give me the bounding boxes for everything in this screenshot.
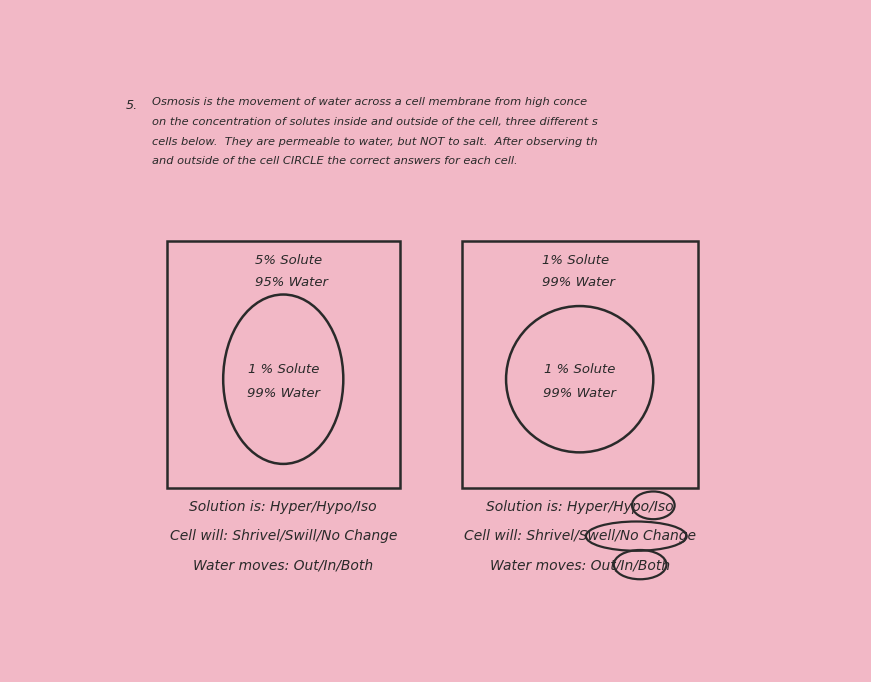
Text: and outside of the cell CIRCLE the correct answers for each cell.: and outside of the cell CIRCLE the corre… bbox=[152, 156, 517, 166]
Text: 99% Water: 99% Water bbox=[246, 387, 320, 400]
Text: Solution is: Hyper/Hypo/Iso: Solution is: Hyper/Hypo/Iso bbox=[486, 500, 673, 514]
Text: Cell will: Shrivel/Swell/No Change: Cell will: Shrivel/Swell/No Change bbox=[463, 529, 696, 543]
Text: Water moves: Out/In/Both: Water moves: Out/In/Both bbox=[490, 559, 670, 572]
Text: 1% Solute: 1% Solute bbox=[542, 254, 609, 267]
Text: 5% Solute: 5% Solute bbox=[255, 254, 322, 267]
Text: 1 % Solute: 1 % Solute bbox=[544, 363, 616, 376]
Text: Solution is: Hyper/Hypo/Iso: Solution is: Hyper/Hypo/Iso bbox=[189, 500, 377, 514]
Text: 95% Water: 95% Water bbox=[255, 276, 328, 289]
Text: 5.: 5. bbox=[126, 99, 138, 112]
Bar bbox=[462, 241, 698, 488]
Text: Osmosis is the movement of water across a cell membrane from high conce: Osmosis is the movement of water across … bbox=[152, 98, 587, 107]
Text: 99% Water: 99% Water bbox=[544, 387, 616, 400]
Text: 1 % Solute: 1 % Solute bbox=[247, 363, 319, 376]
Text: Cell will: Shrivel/Swill/No Change: Cell will: Shrivel/Swill/No Change bbox=[170, 529, 397, 543]
Text: Water moves: Out/In/Both: Water moves: Out/In/Both bbox=[193, 559, 374, 572]
Bar bbox=[167, 241, 400, 488]
Text: cells below.  They are permeable to water, but NOT to salt.  After observing th: cells below. They are permeable to water… bbox=[152, 136, 598, 147]
Text: on the concentration of solutes inside and outside of the cell, three different : on the concentration of solutes inside a… bbox=[152, 117, 598, 127]
Text: 99% Water: 99% Water bbox=[542, 276, 615, 289]
